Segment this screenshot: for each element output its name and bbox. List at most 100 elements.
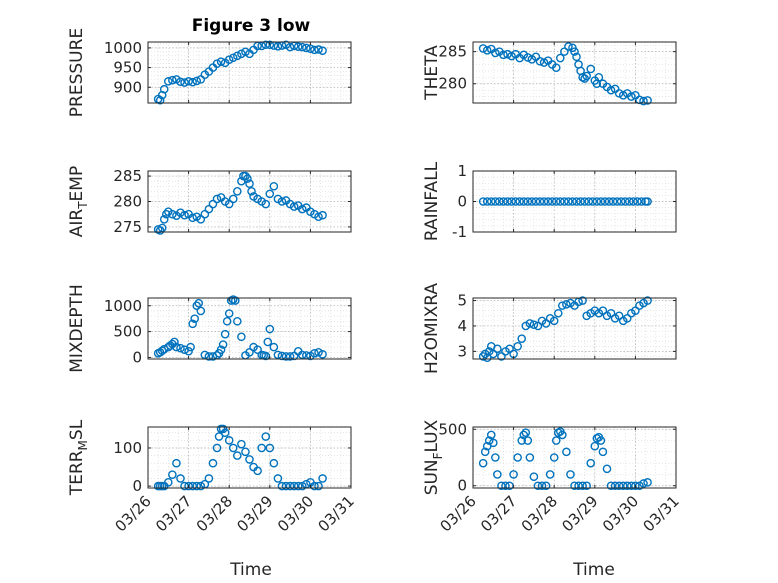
data-point: [273, 474, 283, 483]
data-point: [501, 481, 510, 491]
data-point: [482, 197, 492, 206]
data-point: [277, 481, 287, 491]
data-point: [314, 45, 323, 54]
data-point: [310, 45, 319, 55]
data-point: [230, 296, 240, 305]
data-point: [541, 319, 551, 328]
data-point: [168, 75, 177, 85]
data-point: [188, 213, 197, 223]
data-point: [318, 350, 327, 359]
data-point: [168, 209, 177, 219]
data-point: [639, 96, 648, 106]
data-point: [265, 324, 275, 334]
data-point: [558, 430, 567, 440]
data-point: [281, 352, 291, 361]
data-point: [200, 209, 210, 219]
data-point: [297, 42, 307, 52]
y-axis-label: THETA: [422, 45, 442, 101]
y-tick-label: 285: [438, 43, 467, 61]
data-point: [247, 187, 256, 196]
data-point: [237, 332, 246, 342]
y-tick-label: 950: [113, 59, 142, 77]
data-point: [551, 436, 561, 445]
y-axis-label-part: EMP: [67, 166, 87, 202]
data-point: [555, 197, 565, 206]
data-point: [269, 181, 279, 191]
y-tick-label: 280: [113, 193, 142, 211]
axes-box: [147, 297, 352, 360]
data-point: [285, 352, 295, 361]
data-point: [551, 63, 561, 72]
data-point: [602, 464, 612, 474]
data-point: [478, 44, 488, 53]
data-point: [228, 194, 238, 204]
y-axis-label: TERRMSL: [67, 419, 90, 496]
y-tick-label: 285: [113, 167, 142, 185]
data-point: [216, 345, 226, 354]
data-point: [488, 438, 498, 448]
data-point: [241, 171, 250, 181]
data-point: [293, 481, 303, 491]
y-tick-label: -1: [452, 223, 467, 241]
data-point: [539, 58, 549, 67]
data-point: [491, 48, 500, 58]
data-point: [582, 481, 591, 491]
data-point: [588, 197, 598, 206]
data-point: [159, 84, 169, 94]
data-point: [273, 350, 283, 360]
data-point: [562, 300, 571, 309]
data-point: [598, 306, 608, 316]
y-axis-label: H2OMIXRA: [422, 283, 442, 374]
data-point: [625, 197, 634, 206]
data-point: [555, 53, 565, 63]
data-point: [631, 306, 640, 316]
data-point: [525, 453, 535, 462]
data-point: [614, 89, 624, 98]
data-point: [596, 436, 606, 445]
data-point: [155, 95, 165, 105]
y-axis-label-subscript: M: [76, 440, 90, 450]
data-point: [265, 189, 275, 199]
y-axis-label-subscript: T: [76, 201, 90, 210]
data-point: [297, 204, 307, 214]
data-point: [220, 329, 230, 339]
data-point: [190, 314, 199, 323]
data-point: [541, 481, 551, 491]
axes-box: [472, 297, 677, 360]
data-point: [159, 214, 169, 224]
data-point: [297, 481, 307, 491]
data-point: [172, 342, 181, 352]
data-point: [163, 477, 173, 487]
data-point: [163, 77, 173, 86]
data-point: [643, 96, 652, 105]
data-point: [245, 347, 254, 357]
data-point: [586, 64, 596, 74]
y-tick-label: 1000: [104, 39, 142, 57]
y-tick-label: 280: [438, 75, 467, 93]
y-tick-label: 0: [132, 348, 142, 366]
data-point: [521, 428, 531, 437]
data-point: [293, 42, 303, 52]
data-point: [578, 296, 587, 305]
data-point: [261, 432, 271, 441]
data-point: [196, 214, 206, 224]
data-point: [535, 197, 545, 206]
data-point: [519, 197, 529, 206]
data-point: [233, 51, 242, 61]
data-point: [622, 481, 632, 491]
data-point: [253, 466, 262, 476]
data-point: [618, 90, 628, 100]
data-point: [257, 443, 266, 453]
data-point: [539, 197, 549, 206]
y-tick-label: 1000: [104, 297, 142, 315]
data-point: [281, 481, 291, 491]
data-point: [289, 202, 299, 211]
data-point: [523, 436, 533, 445]
data-point: [180, 78, 189, 87]
data-point: [168, 470, 177, 479]
data-point: [285, 42, 295, 52]
data-point: [610, 481, 620, 491]
data-point: [576, 197, 585, 206]
data-point: [570, 47, 579, 56]
